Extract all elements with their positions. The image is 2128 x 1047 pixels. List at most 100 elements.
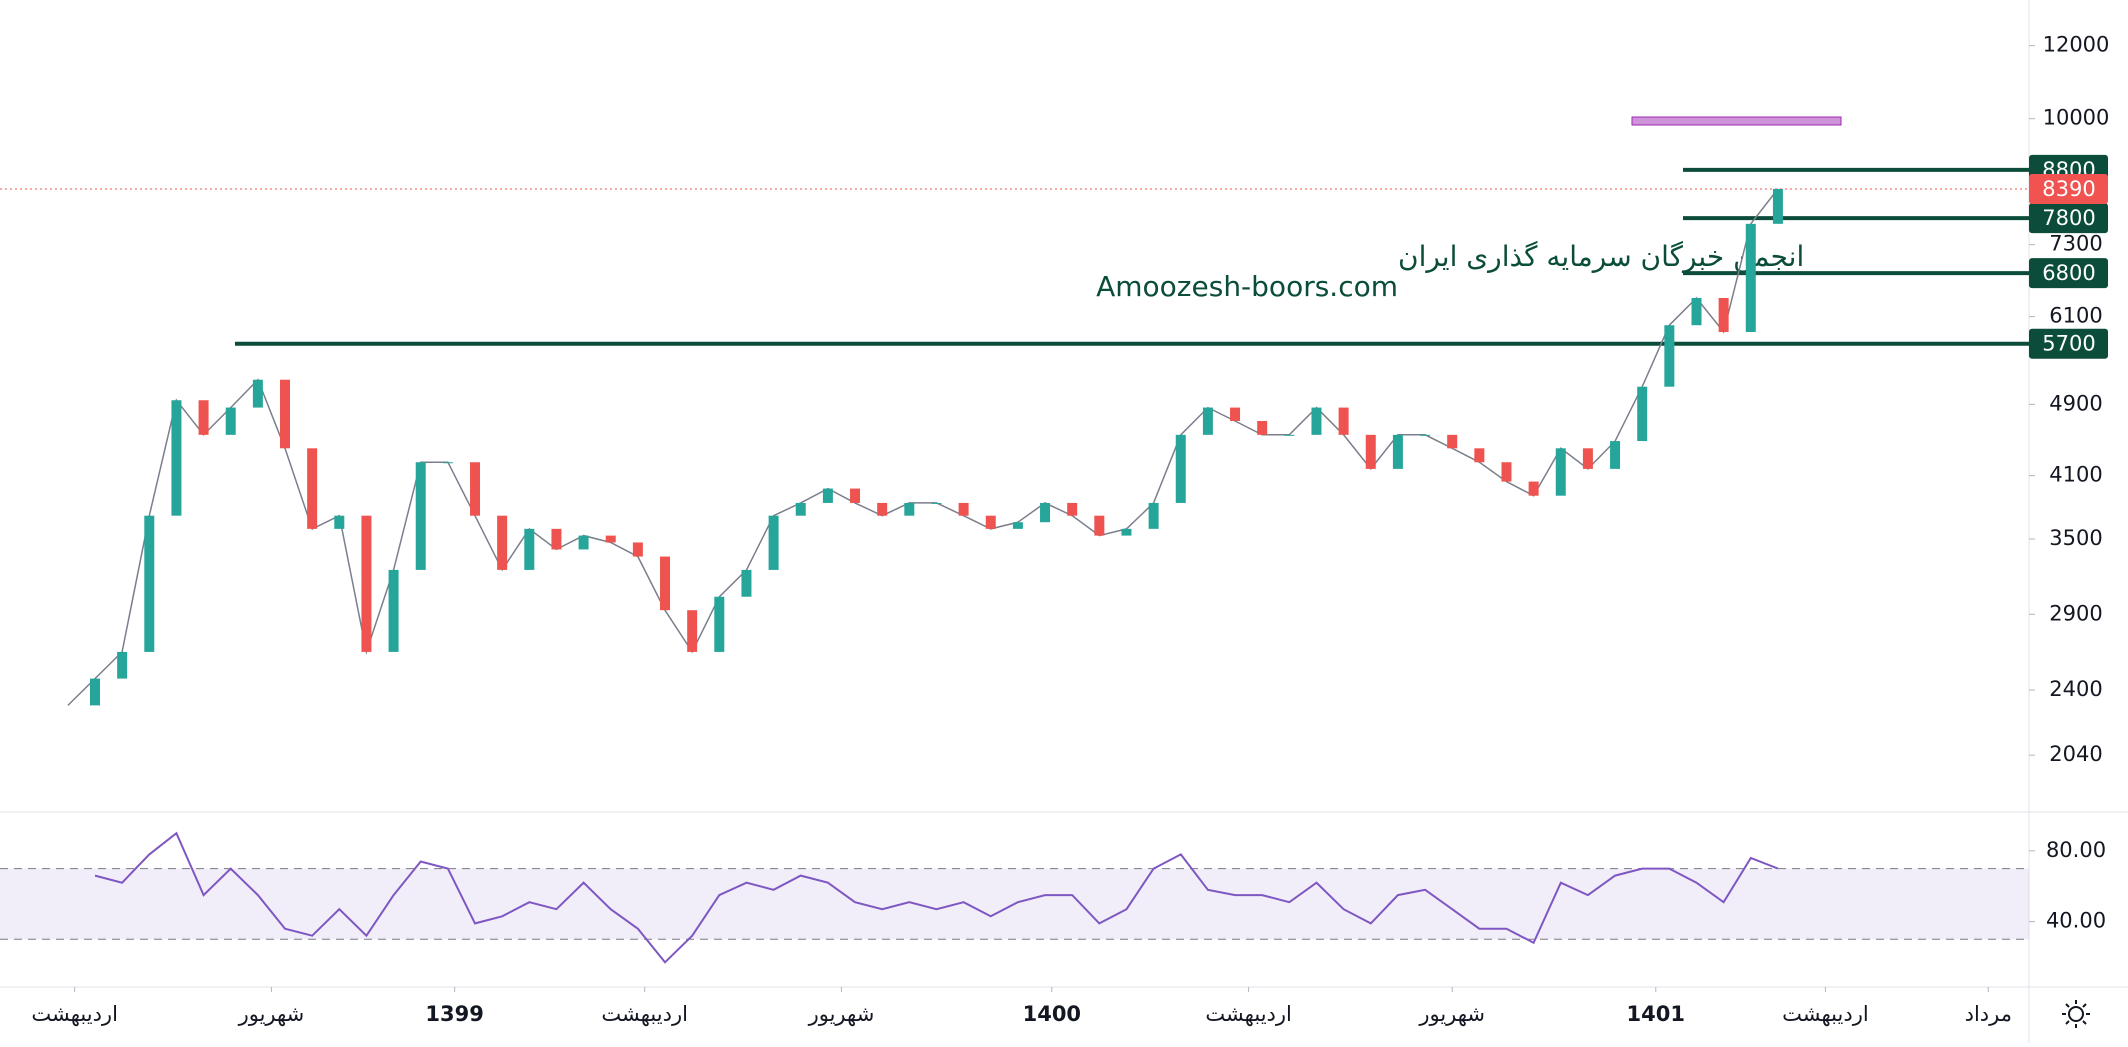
level-box [2029,328,2108,359]
candle-body [822,488,833,503]
candle-body [1718,297,1729,332]
candle-body [1501,462,1512,482]
candle-body [1284,434,1295,436]
candle-body [307,448,318,529]
candle-body [334,515,345,529]
candle-body [904,502,915,516]
last-price-tag: 8390 [2029,173,2108,204]
x-tick-label: اردیبهشت [31,1002,118,1026]
candle-body [1474,448,1485,463]
price-line [67,188,1779,706]
candle-body [768,515,779,570]
candle-body [850,488,861,503]
candle-body [795,502,806,516]
level-box [2029,258,2108,289]
candle-body [1691,297,1702,326]
level-tag: 5700 [2029,328,2108,359]
level-box [2029,203,2108,234]
candle-body [877,502,888,516]
level-tag: 7800 [2029,203,2108,234]
candle-body [1230,407,1241,421]
settings-icon[interactable] [2062,1000,2090,1028]
candle-body [171,400,182,516]
candle-body [1420,434,1431,436]
icon-part [2068,1006,2084,1022]
x-tick-label: اردیبهشت [1782,1002,1869,1026]
candle-body [1365,434,1376,469]
candle-body [1012,522,1023,529]
y-tick-label: 4900 [2049,391,2102,415]
watermark: انجمن خبرگان سرمایه گذاری ایران [1398,240,1804,273]
candle-body [632,542,643,557]
y-tick-label: 2040 [2049,742,2102,766]
candle-body [252,379,263,408]
x-tick-label: شهریور [808,1002,875,1026]
candle-body [1175,434,1186,503]
candle-body [1121,528,1132,536]
y-tick-label: 2400 [2049,677,2102,701]
candle-body [958,502,969,516]
candle-body [1610,441,1621,469]
level-label: 6800 [2042,261,2095,285]
x-tick-label: مرداد [1965,1002,2012,1026]
x-tick-label: 1399 [425,1002,483,1026]
x-tick-label: 1401 [1627,1002,1685,1026]
candle-body [660,556,671,611]
candle-body [1202,407,1213,435]
candle-body [198,400,209,435]
x-tick-label: 1400 [1023,1002,1081,1026]
candle-body [1664,325,1675,387]
x-tick-label: اردیبهشت [1205,1002,1292,1026]
last-price-label: 8390 [2042,177,2095,201]
candle-body [225,407,236,435]
candle-body [144,515,155,652]
watermark: Amoozesh-boors.com [1096,270,1398,303]
candle-body [361,515,372,652]
y-tick-label: 10000 [2043,106,2110,130]
candle-body [1148,502,1159,529]
candle-body [280,379,291,449]
candle-body [1094,515,1105,536]
x-tick-label: شهریور [238,1002,305,1026]
candle-body [605,535,616,543]
level-tag: 6800 [2029,258,2108,289]
x-tick-label: شهریور [1418,1002,1485,1026]
candle-body [1311,407,1322,435]
last-price-box [2029,173,2108,204]
candle-body [388,569,399,652]
candle-body [1447,434,1458,449]
candle-body [985,515,996,529]
icon-part [2062,1000,2090,1028]
candle-body [578,535,589,550]
candle-body [1257,420,1268,435]
candle-body [1338,407,1349,435]
candle-body [551,528,562,550]
target-zone [1631,116,1842,126]
candle-body [1040,502,1051,523]
candle-body [470,462,481,516]
y-tick-label: 6100 [2049,304,2102,328]
y-tick-label: 2900 [2049,601,2102,625]
candle-body [1392,434,1403,469]
y-tick-label: 40.00 [2046,909,2106,933]
candle-body [1772,188,1783,224]
candle-body [524,528,535,570]
candle-body [442,462,453,464]
candle-body [1528,481,1539,496]
x-tick-label: اردیبهشت [601,1002,688,1026]
y-tick-label: 12000 [2043,33,2110,57]
y-tick-label: 7300 [2049,232,2102,256]
candle-body [1745,223,1756,332]
candle-body [117,651,128,679]
candle-body [1637,386,1648,442]
candle-body [1067,502,1078,516]
level-label: 7800 [2042,206,2095,230]
candle-body [1582,448,1593,469]
candle-body [497,515,508,570]
candle-body [714,596,725,652]
level-label: 5700 [2042,332,2095,356]
candle-body [415,462,426,570]
rsi-line [94,831,1779,964]
